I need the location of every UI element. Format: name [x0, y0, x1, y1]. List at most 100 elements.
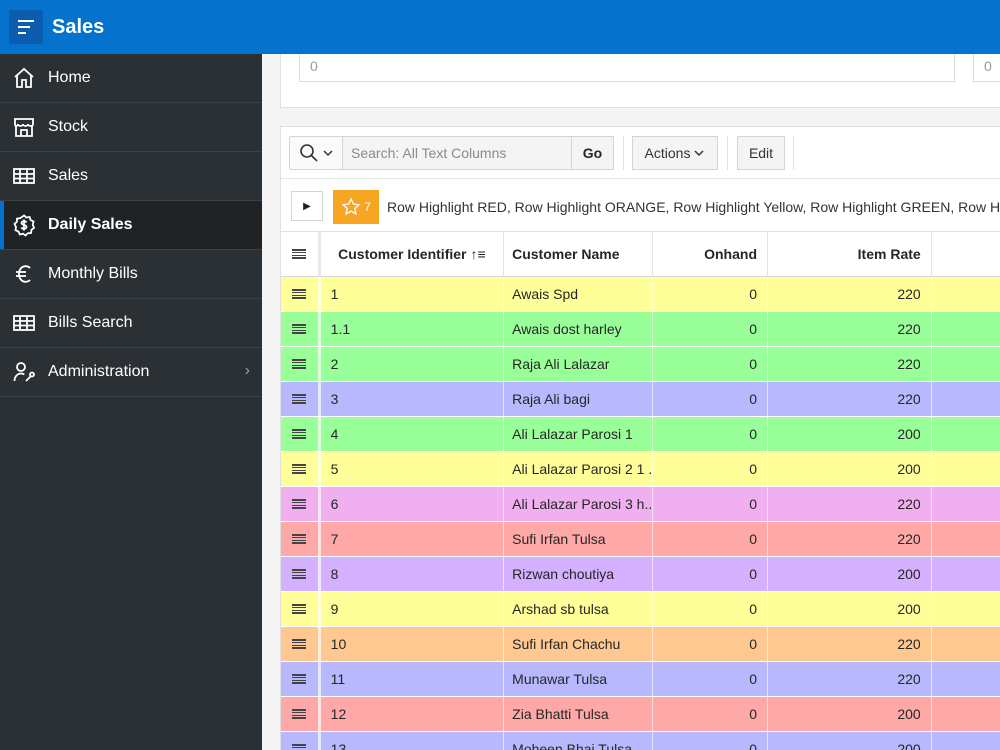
cell-item-rate: 200: [768, 557, 932, 591]
menu-icon: [292, 744, 307, 750]
row-selector[interactable]: [281, 382, 321, 416]
report-filter-bar: ▶ 7 Row Highlight RED, Row Highlight ORA…: [281, 180, 1000, 232]
table-row[interactable]: 12 Zia Bhatti Tulsa 0 200: [281, 697, 1000, 732]
cell-next: [932, 627, 1000, 661]
row-selector[interactable]: [281, 487, 321, 521]
cell-onhand: 0: [653, 277, 769, 311]
column-header-next[interactable]: [932, 232, 1000, 276]
cell-item-rate: 220: [768, 382, 932, 416]
menu-icon: [292, 639, 307, 649]
sidebar-item-stock[interactable]: Stock: [0, 103, 262, 152]
chevron-right-icon[interactable]: ›: [244, 362, 250, 379]
row-selector[interactable]: [281, 662, 321, 696]
row-selector[interactable]: [281, 277, 321, 311]
menu-icon: [292, 289, 307, 299]
cell-item-rate: 200: [768, 417, 932, 451]
chevron-down-icon: [694, 150, 704, 157]
menu-icon: [292, 709, 307, 719]
store-icon: [12, 115, 36, 139]
table-row[interactable]: 13 Moheen Bhai Tulsa 0 200: [281, 732, 1000, 750]
row-selector[interactable]: [281, 697, 321, 731]
cell-customer-name: Zia Bhatti Tulsa: [504, 697, 653, 731]
table-row[interactable]: 11 Munawar Tulsa 0 220: [281, 662, 1000, 697]
cell-onhand: 0: [653, 592, 769, 626]
row-selector-header[interactable]: [281, 232, 321, 276]
go-button[interactable]: Go: [572, 136, 614, 170]
form-field-2[interactable]: 0: [973, 54, 1000, 82]
table-row[interactable]: 6 Ali Lalazar Parosi 3 h... 0 220: [281, 487, 1000, 522]
column-header-customer-name[interactable]: Customer Name: [504, 232, 653, 276]
table-row[interactable]: 8 Rizwan choutiya 0 200: [281, 557, 1000, 592]
sidebar-item-label: Sales: [48, 167, 89, 184]
cell-customer-identifier: 12: [321, 697, 505, 731]
cell-item-rate: 220: [768, 487, 932, 521]
column-header-item-rate[interactable]: Item Rate: [768, 232, 932, 276]
row-selector[interactable]: [281, 557, 321, 591]
table-row[interactable]: 1 Awais Spd 0 220: [281, 277, 1000, 312]
sidebar-item-administration[interactable]: Administration ›: [0, 348, 262, 397]
grid-header: Customer Identifier ↑≡ Customer Name Onh…: [281, 232, 1000, 277]
sidebar-item-bills-search[interactable]: Bills Search: [0, 299, 262, 348]
table-row[interactable]: 10 Sufi Irfan Chachu 0 220: [281, 627, 1000, 662]
row-selector[interactable]: [281, 627, 321, 661]
cell-customer-name: Raja Ali bagi: [504, 382, 653, 416]
row-selector[interactable]: [281, 732, 321, 750]
cell-next: [932, 732, 1000, 750]
cell-customer-name: Moheen Bhai Tulsa: [504, 732, 653, 750]
cell-customer-identifier: 6: [321, 487, 505, 521]
table-icon: [12, 311, 36, 335]
column-header-onhand[interactable]: Onhand: [653, 232, 768, 276]
table-row[interactable]: 7 Sufi Irfan Tulsa 0 220: [281, 522, 1000, 557]
cell-onhand: 0: [653, 627, 769, 661]
form-region: 0 0: [280, 54, 1000, 108]
cell-item-rate: 200: [768, 452, 932, 486]
search-input[interactable]: [343, 136, 572, 170]
main-content: 0 0 Go Actions Edit ▶ 7 Row: [262, 54, 1000, 750]
table-row[interactable]: 2 Raja Ali Lalazar 0 220: [281, 347, 1000, 382]
row-selector[interactable]: [281, 347, 321, 381]
sidebar-item-daily-sales[interactable]: Daily Sales: [0, 201, 262, 250]
sidebar-item-sales[interactable]: Sales: [0, 152, 262, 201]
row-selector[interactable]: [281, 592, 321, 626]
actions-menu-button[interactable]: Actions: [632, 136, 718, 170]
highlight-count: 7: [364, 200, 371, 214]
column-header-customer-identifier[interactable]: Customer Identifier ↑≡: [321, 232, 505, 276]
app-title[interactable]: Sales: [52, 15, 105, 38]
highlight-filter-badge[interactable]: 7: [333, 190, 379, 224]
search-column-button[interactable]: [289, 136, 343, 170]
row-selector[interactable]: [281, 312, 321, 346]
row-selector[interactable]: [281, 522, 321, 556]
row-selector[interactable]: [281, 417, 321, 451]
menu-icon: [292, 429, 307, 439]
table-row[interactable]: 3 Raja Ali bagi 0 220: [281, 382, 1000, 417]
row-selector[interactable]: [281, 452, 321, 486]
menu-icon: [292, 604, 307, 614]
cell-next: [932, 557, 1000, 591]
table-row[interactable]: 9 Arshad sb tulsa 0 200: [281, 592, 1000, 627]
cell-item-rate: 220: [768, 277, 932, 311]
cell-customer-name: Ali Lalazar Parosi 2 1 ...: [504, 452, 653, 486]
sidebar-item-home[interactable]: Home: [0, 54, 262, 103]
expand-filters-button[interactable]: ▶: [291, 191, 323, 221]
menu-icon: [292, 249, 307, 259]
report-toolbar: Go Actions Edit: [281, 127, 1000, 179]
cell-customer-name: Ali Lalazar Parosi 1: [504, 417, 653, 451]
edit-button[interactable]: Edit: [737, 136, 785, 170]
table-row[interactable]: 4 Ali Lalazar Parosi 1 0 200: [281, 417, 1000, 452]
sidebar-item-monthly-bills[interactable]: Monthly Bills: [0, 250, 262, 299]
table-row[interactable]: 5 Ali Lalazar Parosi 2 1 ... 0 200: [281, 452, 1000, 487]
column-header-label: Customer Identifier: [338, 246, 467, 262]
cell-customer-identifier: 11: [321, 662, 505, 696]
menu-toggle-button[interactable]: [9, 10, 43, 44]
form-field-1[interactable]: 0: [299, 54, 955, 82]
search-icon: [299, 144, 318, 162]
cell-next: [932, 522, 1000, 556]
home-icon: [12, 66, 36, 90]
cell-customer-identifier: 13: [321, 732, 505, 750]
highlight-filter-text[interactable]: Row Highlight RED, Row Highlight ORANGE,…: [387, 199, 1000, 215]
table-row[interactable]: 1.1 Awais dost harley 0 220: [281, 312, 1000, 347]
menu-icon: [292, 534, 307, 544]
cell-item-rate: 200: [768, 732, 932, 750]
cell-next: [932, 662, 1000, 696]
cell-item-rate: 200: [768, 697, 932, 731]
